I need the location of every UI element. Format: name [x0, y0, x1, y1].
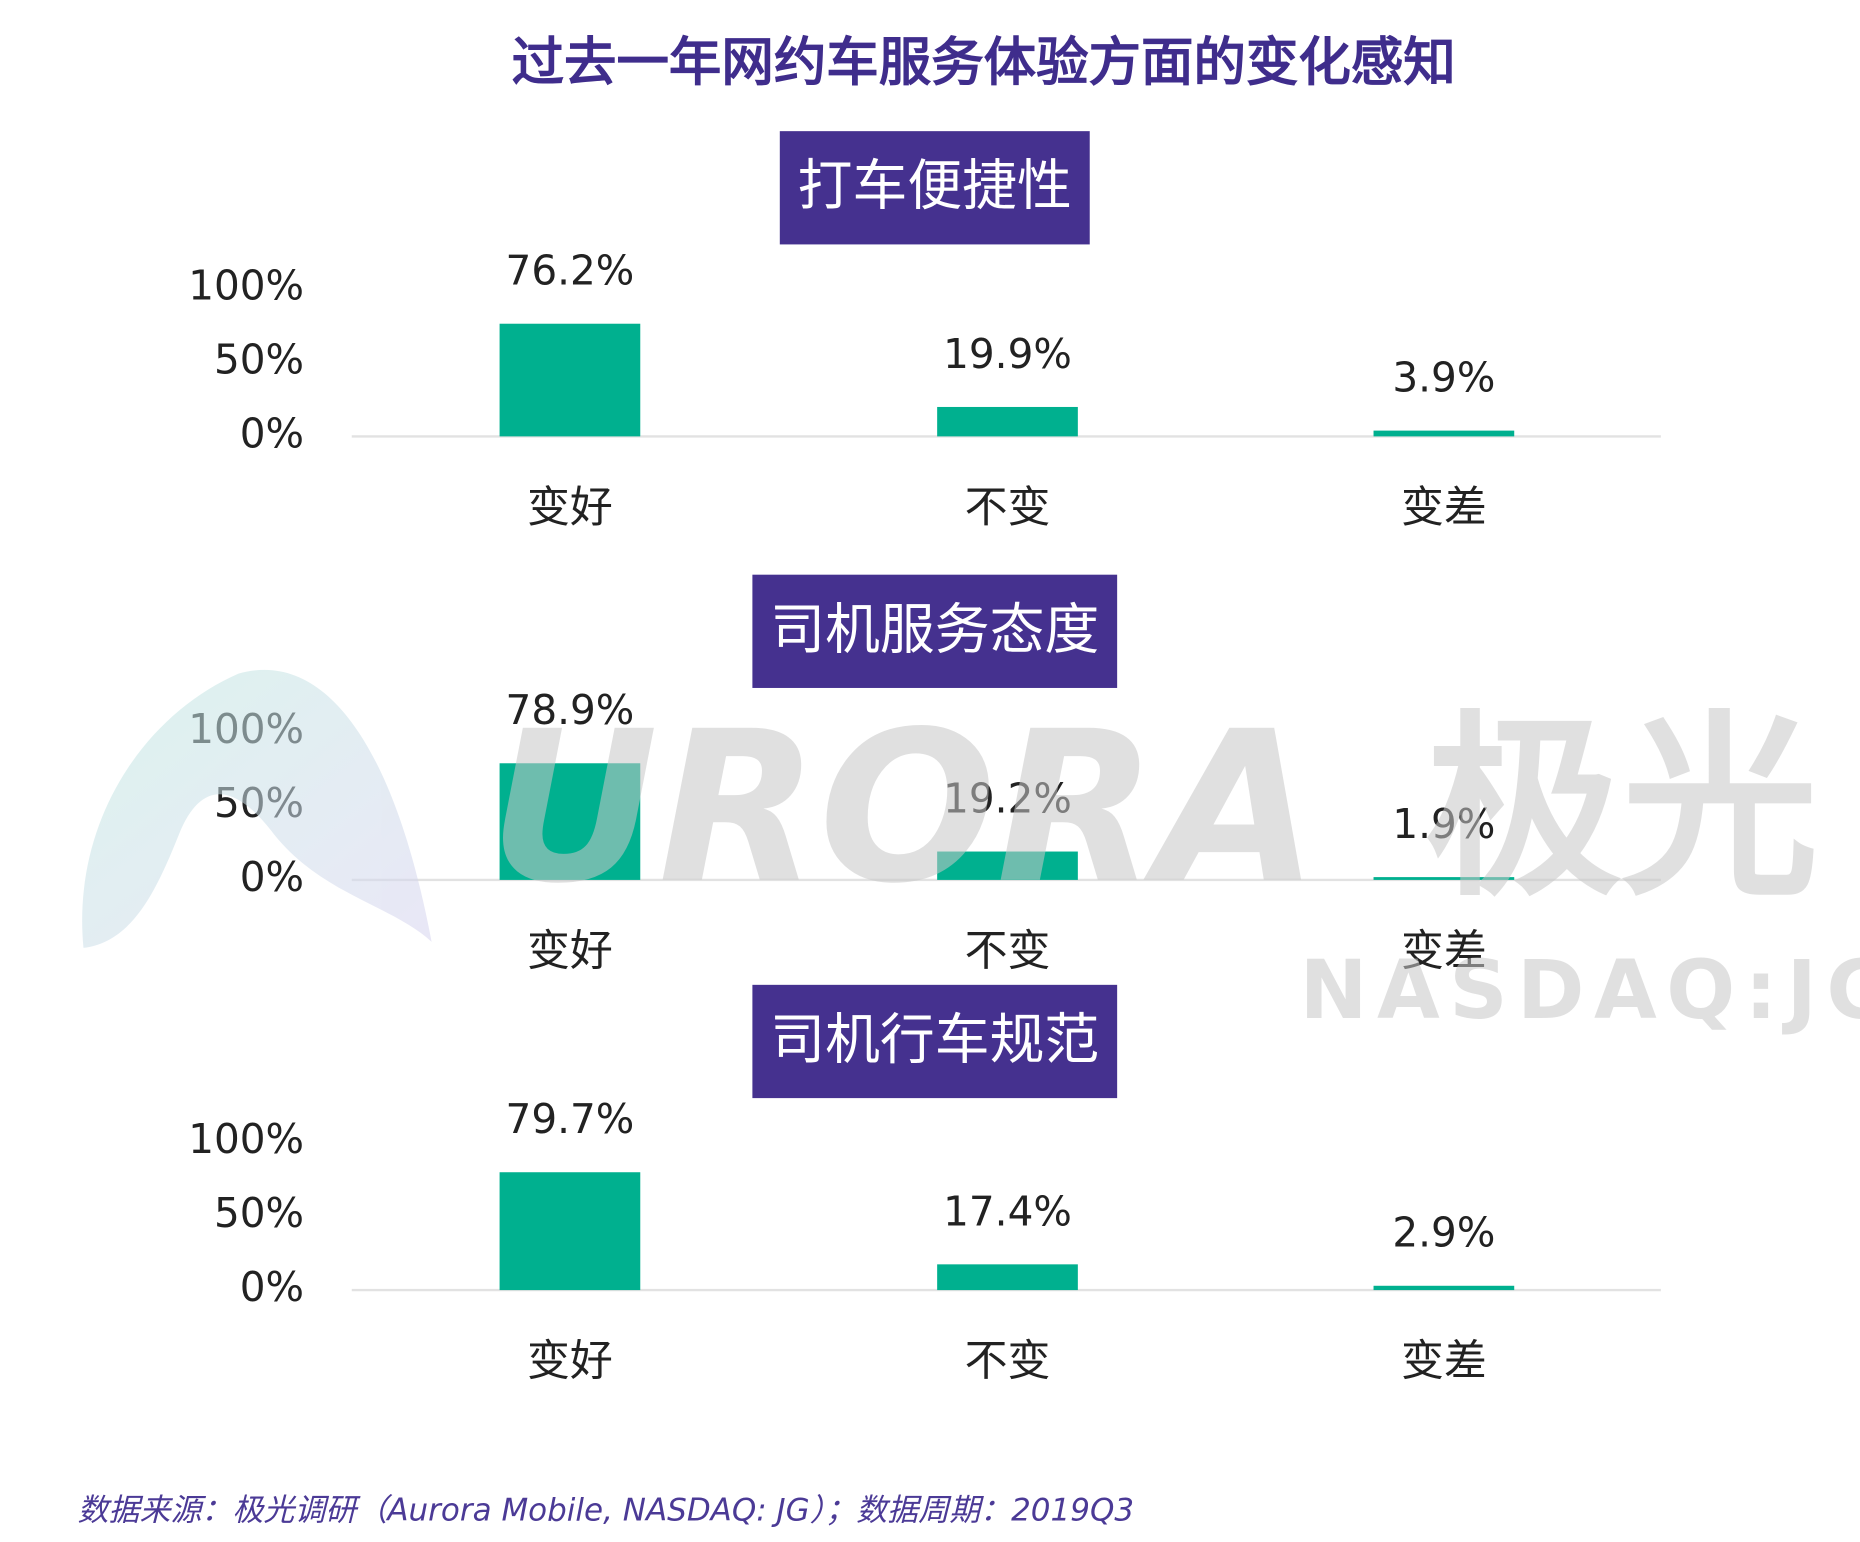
x-tick-label: 不变	[965, 926, 1051, 976]
watermark-cn: 极光	[1425, 694, 1818, 923]
value-label: 76.2%	[506, 247, 635, 295]
watermark-logo	[82, 669, 432, 948]
watermark-ticker: NASDAQ:JG	[1300, 944, 1860, 1038]
x-tick-label: 变好	[527, 483, 613, 533]
chart-title: 司机服务态度	[770, 597, 1099, 661]
value-label: 17.4%	[943, 1187, 1072, 1235]
bar	[499, 763, 641, 880]
x-tick-label: 变差	[1401, 483, 1487, 533]
y-tick-label: 50%	[214, 1189, 304, 1237]
x-tick-label: 不变	[965, 483, 1051, 533]
bar-chart: 司机行车规范 0% 50% 100% 79.7% 变好 17.4% 不变 2.9% 变差	[188, 984, 1661, 1386]
bar	[1373, 1285, 1515, 1291]
value-label: 79.7%	[506, 1095, 635, 1143]
value-label: 19.2%	[943, 774, 1072, 822]
x-tick-label: 变差	[1401, 926, 1487, 976]
chart-title: 打车便捷性	[798, 154, 1072, 218]
value-label: 1.9%	[1392, 800, 1495, 848]
x-tick-label: 不变	[965, 1336, 1051, 1386]
main-title: 过去一年网约车服务体验方面的变化感知	[512, 32, 1456, 93]
bar	[499, 1172, 641, 1291]
value-label: 2.9%	[1392, 1209, 1495, 1257]
bar	[499, 323, 641, 437]
y-tick-label: 0%	[240, 1263, 304, 1311]
value-label: 78.9%	[506, 686, 635, 734]
x-tick-label: 变差	[1401, 1336, 1487, 1386]
y-tick-label: 0%	[240, 409, 304, 457]
chart-title-box	[752, 574, 1118, 688]
bar	[937, 406, 1078, 437]
chart-title-box	[779, 131, 1090, 245]
y-tick-label: 50%	[214, 335, 304, 383]
watermark-brand: URORA	[489, 687, 1319, 930]
x-tick-label: 变好	[527, 926, 613, 976]
y-tick-label: 0%	[240, 853, 304, 901]
y-tick-label: 100%	[188, 1115, 304, 1163]
watermark: URORA 极光 NASDAQ:JG	[82, 669, 1860, 1038]
bar	[1373, 430, 1515, 437]
source-note: 数据来源：极光调研（Aurora Mobile, NASDAQ: JG）；数据周…	[78, 1492, 1135, 1528]
bar	[1373, 877, 1515, 880]
value-label: 19.9%	[943, 330, 1072, 378]
value-label: 3.9%	[1392, 354, 1495, 402]
chart-title: 司机行车规范	[770, 1007, 1099, 1071]
chart-title-box	[752, 984, 1118, 1099]
x-tick-label: 变好	[527, 1336, 613, 1386]
bar	[937, 1264, 1078, 1291]
bar-chart: 打车便捷性 0% 50% 100% 76.2% 变好 19.9% 不变 3.9% 变差	[188, 131, 1661, 533]
bar	[937, 851, 1078, 880]
y-tick-label: 100%	[188, 262, 304, 310]
